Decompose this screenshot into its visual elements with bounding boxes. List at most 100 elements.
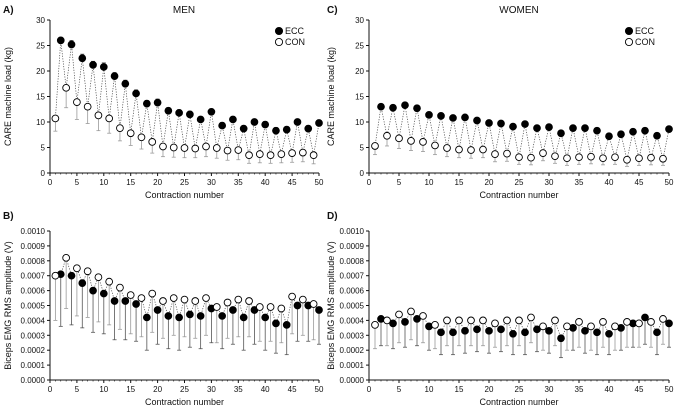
- x-tick-label: 20: [153, 178, 162, 187]
- y-tick-label: 0.0010: [21, 227, 46, 236]
- data-point: [83, 102, 92, 111]
- data-point: [383, 131, 391, 140]
- data-point: [121, 297, 130, 305]
- data-point: [62, 83, 70, 92]
- data-point: [186, 310, 194, 319]
- data-point: [575, 153, 583, 162]
- data-point: [272, 126, 280, 135]
- data-point: [94, 273, 103, 282]
- x-tick-label: 5: [75, 178, 80, 187]
- data-point: [605, 329, 613, 338]
- data-point: [431, 321, 439, 329]
- data-point: [401, 318, 409, 326]
- data-point: [105, 114, 114, 123]
- data-point: [413, 315, 421, 323]
- x-tick-label: 0: [367, 385, 372, 394]
- x-tick-label: 50: [665, 385, 674, 394]
- legend-marker-con: [274, 37, 284, 47]
- data-point: [647, 153, 655, 162]
- x-tick-label: 45: [288, 385, 297, 394]
- data-point: [539, 322, 547, 331]
- legend-label-ecc: ECC: [635, 26, 655, 36]
- x-tick-label: 35: [234, 178, 243, 187]
- data-point: [56, 36, 65, 45]
- data-point: [137, 133, 146, 142]
- data-point: [186, 110, 194, 119]
- data-point: [377, 102, 385, 111]
- data-point: [605, 132, 613, 141]
- y-axis-label: CARE machine load (kg): [3, 47, 13, 146]
- data-point: [611, 322, 619, 331]
- x-tick-label: 10: [99, 385, 108, 394]
- data-point: [419, 138, 427, 146]
- x-tick-label: 30: [207, 385, 216, 394]
- chart-panel-c: C) WOMEN 0 5 10 15 20 25 30 35 40 45 50 0 5 10 15 20 25 30 C…: [326, 5, 674, 200]
- y-tick-label: 0.0009: [340, 242, 365, 251]
- data-point: [665, 319, 673, 328]
- data-point: [617, 130, 625, 139]
- x-tick-label: 40: [261, 385, 270, 394]
- data-point: [473, 325, 481, 334]
- data-point: [261, 120, 270, 129]
- data-point: [309, 300, 318, 308]
- x-tick-label: 10: [425, 385, 434, 394]
- x-tick-label: 5: [397, 178, 402, 187]
- data-point: [665, 125, 673, 133]
- data-point: [121, 79, 130, 88]
- series-ecc: [377, 313, 673, 359]
- data-point: [245, 297, 253, 305]
- legend-marker-con: [624, 37, 634, 47]
- x-axis-label: Contraction number: [479, 190, 558, 200]
- x-tick-label: 35: [575, 178, 584, 187]
- data-point: [401, 101, 409, 110]
- y-tick-label: 0.0001: [340, 361, 365, 370]
- y-tick-label: 0.0000: [21, 376, 46, 385]
- data-point: [491, 319, 499, 328]
- x-axis-label: Contraction number: [145, 397, 224, 407]
- x-tick-label: 35: [575, 385, 584, 394]
- data-point: [282, 125, 291, 134]
- x-tick-label: 20: [485, 385, 494, 394]
- data-point: [293, 118, 302, 126]
- data-point: [212, 144, 221, 152]
- panel-label: B): [3, 211, 14, 222]
- data-point: [563, 154, 571, 163]
- data-point: [223, 146, 232, 155]
- data-point: [288, 292, 296, 301]
- data-point: [641, 313, 649, 322]
- series-ecc: [56, 270, 323, 356]
- x-tick-label: 15: [455, 178, 464, 187]
- data-point: [593, 328, 601, 337]
- data-point: [533, 325, 541, 334]
- y-tick-label: 0.0005: [21, 302, 46, 311]
- x-tick-label: 25: [180, 178, 189, 187]
- y-tick-label: 0.0006: [21, 287, 46, 296]
- x-axis-label: Contraction number: [145, 190, 224, 200]
- y-tick-label: 0.0009: [21, 242, 46, 251]
- panel-label: A): [3, 5, 14, 16]
- data-point: [599, 154, 607, 163]
- y-tick-label: 0.0002: [21, 346, 46, 355]
- data-point: [288, 149, 296, 157]
- series-con: [371, 131, 667, 167]
- x-tick-label: 45: [635, 178, 644, 187]
- data-point: [467, 316, 475, 325]
- data-point: [611, 153, 619, 162]
- data-point: [126, 291, 135, 299]
- x-tick-label: 30: [545, 178, 554, 187]
- data-point: [557, 334, 565, 343]
- chart-panel-a: A) MEN 0 5 10 15 20 25 30 35 40 45 50 0 5 10 15 20 25 30 Con…: [3, 5, 324, 200]
- chart-panel-b: B) 0 5 10 15 20 25 30 35 40 45 50 0.0000 0.0001 0.0002…: [3, 211, 324, 407]
- data-point: [395, 310, 403, 319]
- data-point: [653, 328, 661, 337]
- x-tick-label: 0: [367, 178, 372, 187]
- data-point: [191, 144, 200, 153]
- data-point: [443, 316, 451, 325]
- data-point: [175, 313, 183, 322]
- x-tick-label: 50: [665, 178, 674, 187]
- data-point: [563, 322, 571, 331]
- data-point: [169, 294, 178, 302]
